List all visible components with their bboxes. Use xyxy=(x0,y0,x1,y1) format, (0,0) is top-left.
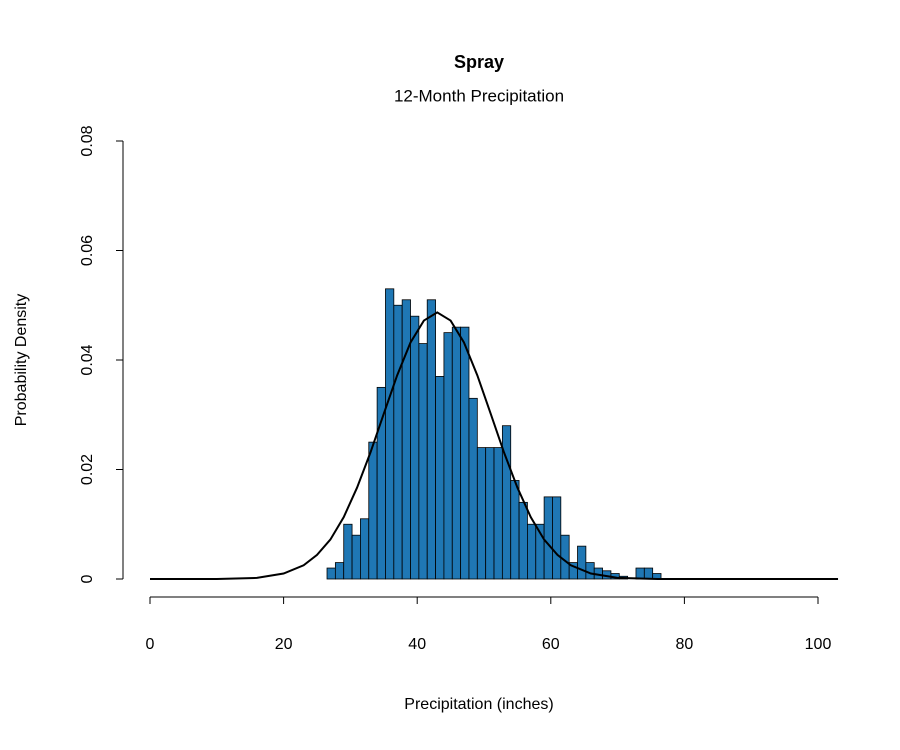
bar xyxy=(326,567,336,580)
x-axis-label: Precipitation (inches) xyxy=(404,696,553,713)
bar xyxy=(543,496,553,580)
bar xyxy=(643,567,654,580)
bar xyxy=(552,496,562,580)
bar xyxy=(385,288,395,580)
bar xyxy=(343,523,353,580)
x-tick-label: 40 xyxy=(408,636,426,653)
bar xyxy=(560,534,570,580)
bar xyxy=(393,304,403,580)
bar xyxy=(360,518,370,580)
bar xyxy=(410,315,420,580)
x-tick-label: 80 xyxy=(676,636,694,653)
x-tick-label: 60 xyxy=(542,636,560,653)
x-tick-label: 100 xyxy=(805,636,832,653)
y-tick-label: 0.04 xyxy=(79,344,96,375)
x-tick-label: 20 xyxy=(275,636,293,653)
bar xyxy=(493,447,503,580)
bar xyxy=(476,447,487,580)
y-tick-label: 0.06 xyxy=(79,235,96,266)
bar xyxy=(585,562,595,580)
bar xyxy=(518,501,528,580)
bar xyxy=(510,480,520,580)
x-tick-label: 0 xyxy=(146,636,155,653)
y-axis-label: Probability Density xyxy=(13,294,30,427)
bar xyxy=(527,523,537,580)
y-tick-label: 0 xyxy=(79,574,96,583)
bar xyxy=(460,326,470,580)
bar xyxy=(376,386,386,580)
bar xyxy=(451,326,462,580)
bar xyxy=(426,299,436,580)
bar xyxy=(443,332,453,580)
bar xyxy=(435,376,445,580)
bar xyxy=(418,343,428,580)
bar xyxy=(635,567,645,580)
bar xyxy=(351,534,361,580)
bar xyxy=(368,441,378,580)
chart-subtitle: 12-Month Precipitation xyxy=(394,86,564,105)
bar xyxy=(401,299,411,580)
bar xyxy=(577,545,587,580)
bar xyxy=(334,562,345,580)
bar xyxy=(468,397,478,580)
chart-title: Spray xyxy=(454,52,504,72)
y-tick-label: 0.08 xyxy=(79,125,96,156)
y-tick-label: 0.02 xyxy=(79,454,96,485)
bar xyxy=(485,447,495,580)
density-curve xyxy=(150,311,839,580)
